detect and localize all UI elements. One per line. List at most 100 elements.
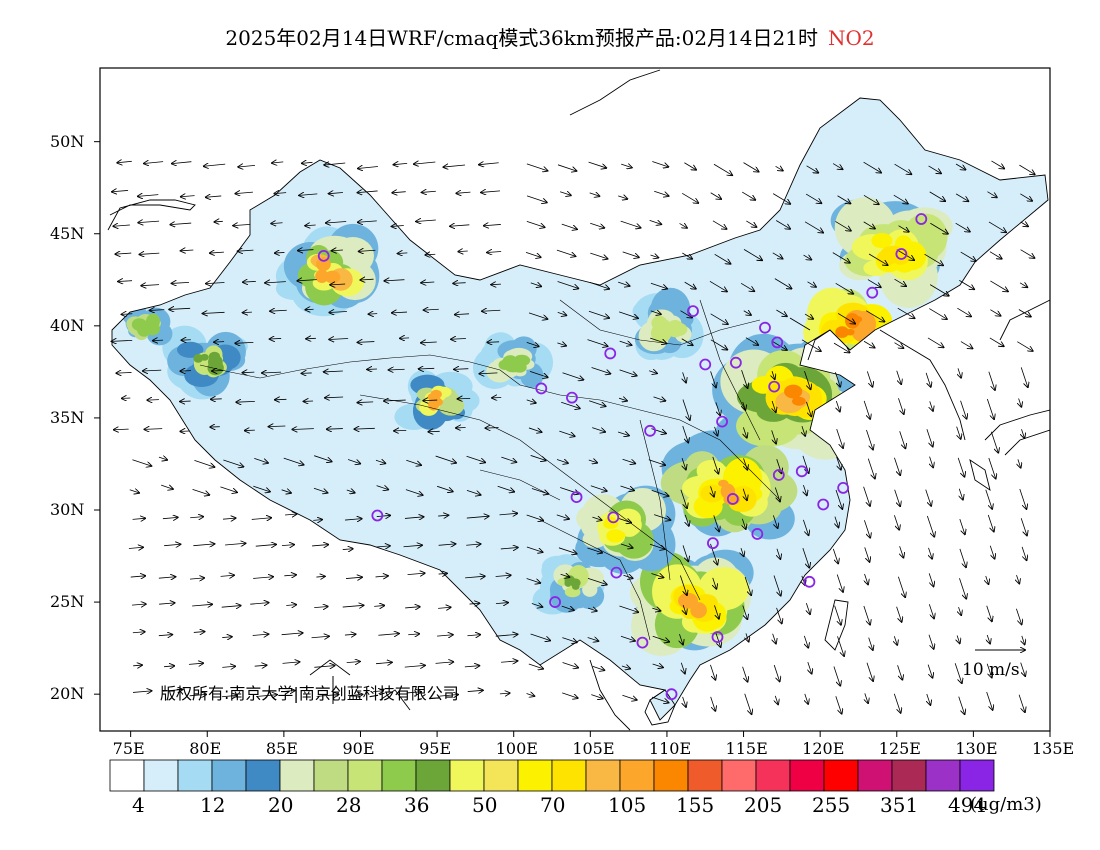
wind-arrow (1021, 546, 1026, 560)
y-tick-label: 40N (50, 315, 85, 335)
colorbar-swatch (109, 759, 145, 792)
concentration-patch (700, 484, 725, 503)
wind-arrow (466, 455, 486, 462)
wind-arrow (651, 696, 668, 702)
colorbar-swatch (959, 759, 995, 792)
wind-arrow (619, 341, 632, 345)
city-marker (707, 537, 719, 550)
wind-arrow (592, 666, 605, 670)
wind-arrow (618, 282, 629, 286)
wind-arrow (144, 429, 163, 430)
wind-arrow (1017, 341, 1032, 351)
wind-arrow (742, 666, 748, 682)
wind-arrow (153, 340, 164, 341)
wind-arrow (162, 517, 178, 518)
wind-arrow (867, 279, 881, 288)
wind-arrow (989, 337, 1004, 346)
wind-arrow (957, 307, 971, 316)
wind-arrow (775, 166, 783, 170)
wind-arrow (132, 632, 145, 633)
wind-arrow (495, 603, 508, 604)
wind-arrow (959, 606, 962, 615)
wind-arrow (685, 514, 689, 526)
wind-arrow (804, 221, 823, 233)
wind-arrow (591, 695, 602, 699)
wind-arrow (484, 224, 501, 225)
wind-arrow (863, 605, 870, 625)
wind-arrow (252, 634, 269, 635)
colorbar-swatch (721, 759, 757, 792)
wind-arrow (422, 191, 436, 192)
wind-arrow (715, 632, 721, 647)
wind-arrow (590, 485, 607, 491)
wind-arrow (894, 457, 900, 475)
wind-arrow (896, 370, 901, 384)
wind-arrow (181, 250, 194, 251)
wind-arrow (115, 253, 132, 254)
y-tick-label: 45N (50, 223, 85, 243)
wind-arrow (206, 282, 225, 283)
wind-arrow (132, 518, 145, 519)
wind-arrow (359, 250, 376, 251)
wind-arrow (958, 368, 961, 377)
wind-arrow (324, 371, 343, 372)
wind-arrow (466, 516, 489, 518)
wind-arrow (929, 308, 947, 320)
wind-arrow (392, 226, 404, 227)
wind-arrow (221, 695, 237, 696)
wind-arrow (990, 431, 998, 453)
wind-arrow (481, 191, 501, 193)
wind-arrow (927, 664, 932, 678)
wind-arrow (621, 164, 632, 168)
wind-arrow (530, 633, 551, 641)
wind-arrow (159, 603, 175, 604)
wind-arrow (834, 605, 841, 625)
colorbar-swatch (313, 759, 349, 792)
colorbar-swatch (687, 759, 723, 792)
wind-arrow (959, 548, 966, 567)
wind-arrow (314, 606, 327, 607)
wind-arrow (930, 222, 947, 233)
wind-arrow (529, 371, 548, 377)
wind-arrow (802, 425, 805, 436)
wind-arrow (526, 578, 541, 583)
wind-arrow (713, 515, 719, 531)
colorbar-swatch (925, 759, 961, 792)
province-borders-2 (359, 299, 761, 601)
wind-arrow (1019, 398, 1022, 407)
wind-arrow (374, 605, 384, 606)
x-tick-label: 80E (189, 739, 222, 758)
wind-arrow (806, 401, 811, 417)
wind-arrow (292, 429, 314, 430)
coastlines-and-borders (107, 69, 1050, 731)
wind-arrow (866, 429, 872, 449)
wind-arrow (314, 666, 334, 668)
wind-arrow (775, 695, 778, 704)
wind-arrow (439, 695, 458, 697)
wind-arrow (143, 370, 162, 371)
wind-arrow (986, 605, 992, 621)
wind-arrow (324, 163, 346, 165)
wind-arrow (650, 282, 667, 288)
wind-arrow (955, 222, 970, 231)
wind-arrow (591, 367, 611, 373)
wind-arrow (900, 546, 904, 557)
wind-arrow (835, 489, 842, 509)
wind-arrow (204, 164, 226, 166)
wind-arrow (866, 662, 873, 681)
wind-arrow (805, 193, 821, 203)
wind-arrow (741, 369, 748, 388)
wind-arrow (158, 635, 172, 636)
wind-arrow (743, 488, 747, 500)
wind-arrow (214, 221, 223, 222)
wind-arrow (408, 634, 419, 635)
wind-arrow (710, 664, 715, 680)
wind-arrow (220, 486, 236, 492)
wind-arrow (467, 690, 483, 691)
wind-arrow (712, 456, 719, 474)
concentration-patch (177, 341, 204, 358)
concentration-patch (324, 270, 341, 284)
wind-arrow (558, 547, 577, 554)
province-borders-1 (199, 354, 781, 501)
wind-arrow (1019, 283, 1027, 287)
